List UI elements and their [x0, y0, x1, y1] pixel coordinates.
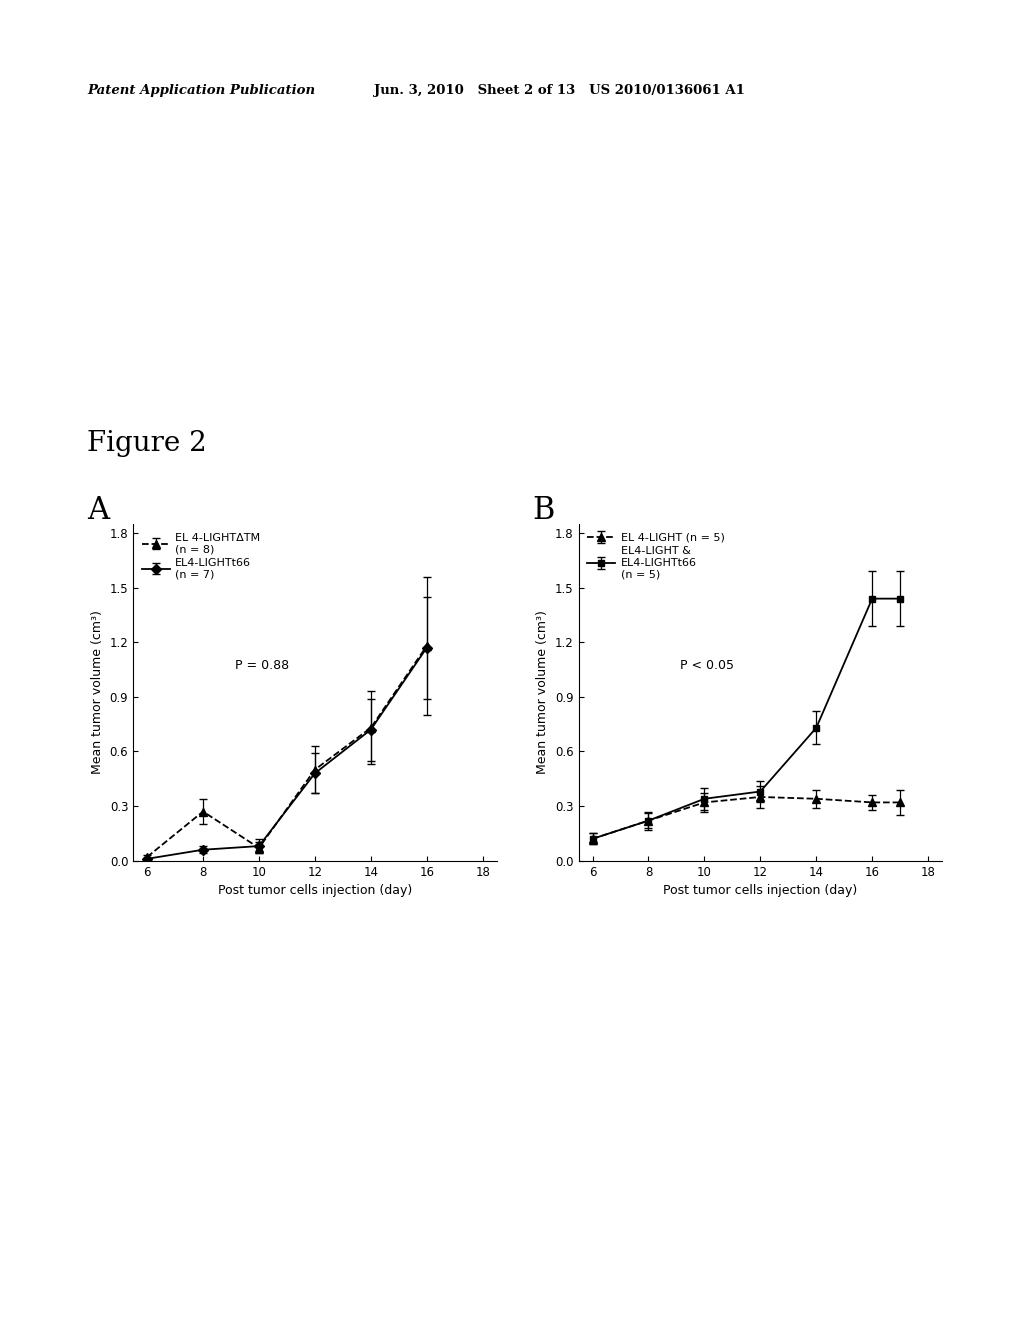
- Legend: EL 4-LIGHT (n = 5), EL4-LIGHT &
EL4-LIGHTt66
(n = 5): EL 4-LIGHT (n = 5), EL4-LIGHT & EL4-LIGH…: [584, 529, 728, 583]
- X-axis label: Post tumor cells injection (day): Post tumor cells injection (day): [218, 884, 412, 898]
- Text: Jun. 3, 2010   Sheet 2 of 13   US 2010/0136061 A1: Jun. 3, 2010 Sheet 2 of 13 US 2010/01360…: [374, 84, 744, 98]
- X-axis label: Post tumor cells injection (day): Post tumor cells injection (day): [664, 884, 857, 898]
- Text: Figure 2: Figure 2: [87, 430, 207, 457]
- Text: P < 0.05: P < 0.05: [680, 659, 734, 672]
- Text: Patent Application Publication: Patent Application Publication: [87, 84, 315, 98]
- Text: P = 0.88: P = 0.88: [234, 659, 289, 672]
- Legend: EL 4-LIGHTΔTM
(n = 8), EL4-LIGHTt66
(n = 7): EL 4-LIGHTΔTM (n = 8), EL4-LIGHTt66 (n =…: [138, 529, 264, 583]
- Y-axis label: Mean tumor volume (cm³): Mean tumor volume (cm³): [537, 610, 550, 775]
- Y-axis label: Mean tumor volume (cm³): Mean tumor volume (cm³): [91, 610, 104, 775]
- Text: B: B: [532, 495, 555, 525]
- Text: A: A: [87, 495, 110, 525]
